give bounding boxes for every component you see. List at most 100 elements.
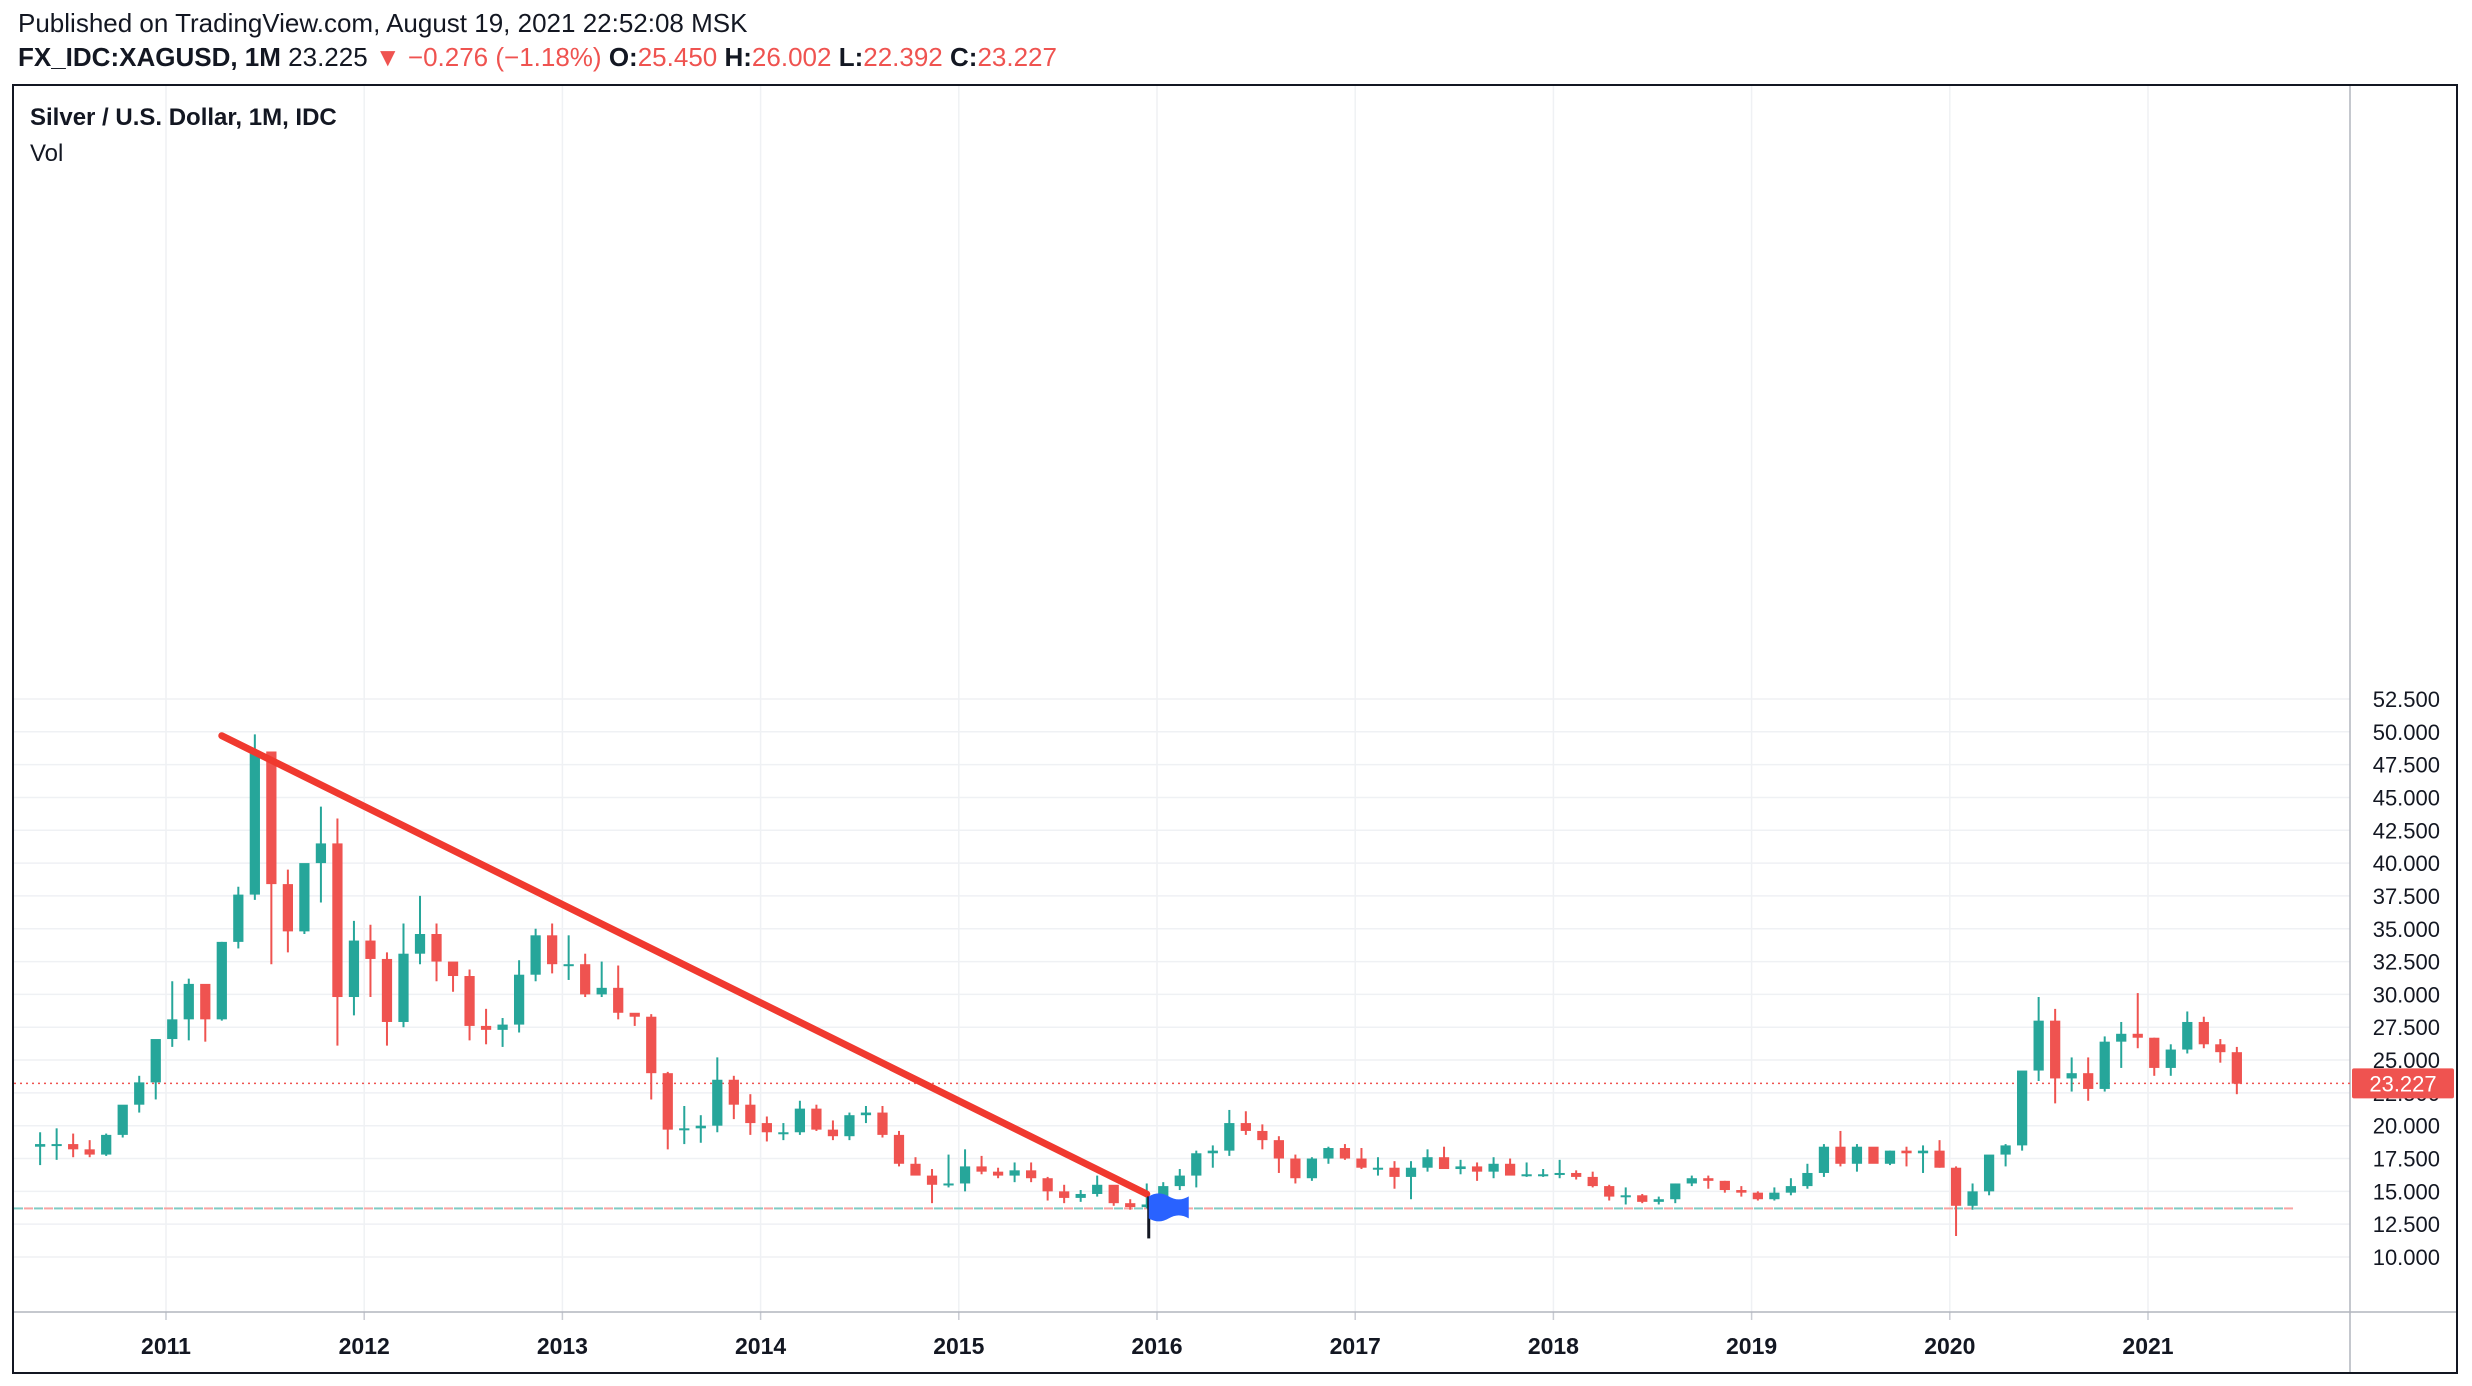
candle-body[interactable]	[1967, 1191, 1978, 1206]
candle-body[interactable]	[332, 843, 343, 998]
candle-body[interactable]	[2198, 1021, 2209, 1045]
trend-line[interactable]	[218, 732, 1151, 1198]
candle-body[interactable]	[1769, 1192, 1780, 1200]
candle-body[interactable]	[778, 1132, 789, 1135]
chart-frame[interactable]: 10.00012.50015.00017.50020.00022.50025.0…	[12, 84, 2458, 1374]
candle-body[interactable]	[959, 1166, 971, 1184]
candle-body[interactable]	[513, 974, 525, 1025]
candle-body[interactable]	[1835, 1146, 1846, 1164]
candle-body[interactable]	[1504, 1163, 1516, 1176]
candle-body[interactable]	[1174, 1175, 1185, 1187]
candle-body[interactable]	[547, 935, 558, 965]
candle-body[interactable]	[1554, 1172, 1565, 1175]
candle-body[interactable]	[1405, 1167, 1417, 1177]
symbol-label[interactable]: FX_IDC:XAGUSD, 1M	[18, 42, 281, 72]
candle-body[interactable]	[150, 1039, 161, 1083]
candle-body[interactable]	[2116, 1033, 2127, 1042]
candle-body[interactable]	[712, 1079, 723, 1126]
candle-body[interactable]	[134, 1082, 145, 1105]
candle-body[interactable]	[2017, 1070, 2028, 1146]
candle-body[interactable]	[1339, 1148, 1351, 1159]
candle-body[interactable]	[827, 1129, 839, 1137]
candle-body[interactable]	[1868, 1146, 1879, 1164]
candle-body[interactable]	[1075, 1193, 1086, 1198]
candle-body[interactable]	[1653, 1199, 1664, 1202]
candle-body[interactable]	[1009, 1170, 1020, 1176]
candle-body[interactable]	[1092, 1184, 1103, 1194]
candle-body[interactable]	[1538, 1174, 1549, 1177]
candle-body[interactable]	[976, 1166, 987, 1172]
candle-body[interactable]	[1273, 1140, 1284, 1159]
candle-body[interactable]	[1108, 1184, 1119, 1204]
candle-body[interactable]	[761, 1123, 772, 1133]
candle-body[interactable]	[1917, 1150, 1929, 1154]
candle-body[interactable]	[1703, 1178, 1714, 1181]
candle-body[interactable]	[200, 983, 211, 1020]
candle-body[interactable]	[613, 987, 624, 1013]
candle-body[interactable]	[2066, 1073, 2077, 1079]
candle-body[interactable]	[1604, 1186, 1615, 1197]
candle-body[interactable]	[299, 863, 310, 932]
candle-body[interactable]	[1306, 1158, 1318, 1179]
candle-body[interactable]	[51, 1144, 62, 1147]
candle-body[interactable]	[167, 1019, 178, 1040]
candle-body[interactable]	[1290, 1158, 1301, 1179]
candle-body[interactable]	[794, 1108, 806, 1133]
candle-body[interactable]	[1719, 1180, 1730, 1191]
candle-body[interactable]	[2149, 1037, 2160, 1068]
candle-body[interactable]	[1471, 1166, 1483, 1172]
candle-body[interactable]	[1736, 1190, 1747, 1193]
candle-body[interactable]	[266, 751, 277, 885]
candle-body[interactable]	[2050, 1020, 2061, 1079]
candle-body[interactable]	[117, 1104, 128, 1135]
candle-body[interactable]	[695, 1125, 706, 1129]
candle-body[interactable]	[1851, 1146, 1863, 1164]
candle-body[interactable]	[282, 884, 293, 932]
candle-body[interactable]	[233, 894, 244, 942]
candle-body[interactable]	[315, 843, 327, 864]
candle-body[interactable]	[1455, 1166, 1466, 1170]
candle-body[interactable]	[84, 1149, 95, 1155]
candle-body[interactable]	[1323, 1148, 1334, 1159]
candle-body[interactable]	[381, 958, 393, 1022]
candle-body[interactable]	[2000, 1145, 2011, 1155]
candle-body[interactable]	[1240, 1123, 1251, 1131]
candle-body[interactable]	[1125, 1203, 1136, 1208]
candle-body[interactable]	[431, 934, 442, 962]
candle-body[interactable]	[2099, 1041, 2110, 1089]
candle-body[interactable]	[480, 1025, 492, 1030]
candle-body[interactable]	[1587, 1176, 1598, 1187]
candle-body[interactable]	[943, 1183, 954, 1186]
candle-body[interactable]	[2033, 1020, 2044, 1071]
candle-body[interactable]	[1257, 1130, 1268, 1141]
candle-body[interactable]	[860, 1112, 872, 1116]
candle-body[interactable]	[1042, 1178, 1053, 1192]
candle-body[interactable]	[2083, 1073, 2094, 1089]
candle-body[interactable]	[68, 1144, 79, 1150]
candle-body[interactable]	[1983, 1154, 1995, 1192]
candle-body[interactable]	[893, 1134, 905, 1164]
candle-body[interactable]	[1389, 1167, 1400, 1177]
candle-body[interactable]	[35, 1144, 46, 1147]
candle-body[interactable]	[580, 964, 591, 995]
candle-body[interactable]	[1191, 1153, 1202, 1176]
candle-body[interactable]	[2215, 1044, 2226, 1053]
candle-body[interactable]	[414, 934, 426, 954]
candle-body[interactable]	[1752, 1192, 1763, 1200]
candle-body[interactable]	[365, 940, 376, 959]
candle-body[interactable]	[1620, 1195, 1631, 1198]
candle-body[interactable]	[2231, 1052, 2242, 1084]
candle-body[interactable]	[629, 1012, 640, 1017]
candle-body[interactable]	[1488, 1163, 1499, 1172]
candle-body[interactable]	[101, 1134, 112, 1155]
candle-body[interactable]	[926, 1175, 938, 1185]
candle-body[interactable]	[679, 1128, 690, 1131]
candle-body[interactable]	[183, 983, 194, 1020]
candle-body[interactable]	[1224, 1123, 1235, 1151]
flag-icon[interactable]	[1148, 1193, 1189, 1222]
candle-body[interactable]	[1207, 1150, 1218, 1154]
candle-body[interactable]	[216, 941, 227, 1020]
candle-body[interactable]	[1686, 1178, 1697, 1184]
candle-body[interactable]	[910, 1163, 921, 1176]
candle-body[interactable]	[1802, 1172, 1813, 1187]
